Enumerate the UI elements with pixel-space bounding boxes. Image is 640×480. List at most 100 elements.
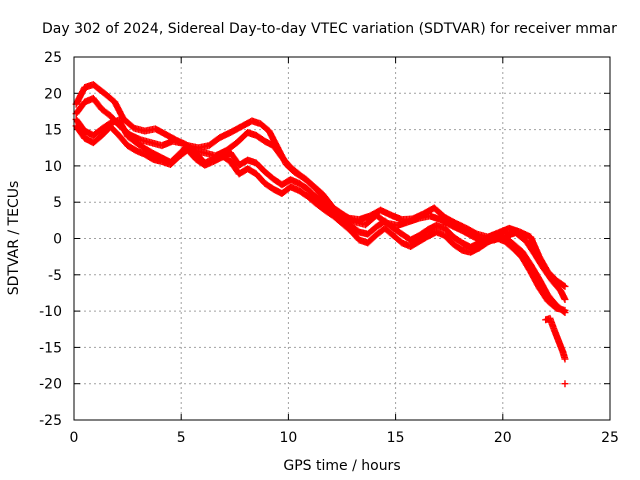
data-point-marker <box>72 85 88 108</box>
chart-title: Day 302 of 2024, Sidereal Day-to-day VTE… <box>42 21 617 37</box>
series-track-d <box>72 115 569 314</box>
y-tick-label: -25 <box>39 413 62 429</box>
y-tick-label: -5 <box>48 268 62 284</box>
data-point-marker <box>257 120 272 134</box>
data-point-marker <box>72 122 88 141</box>
data-point-marker <box>561 282 569 290</box>
x-tick-label: 25 <box>601 430 619 446</box>
data-point-marker <box>295 179 310 192</box>
data-point-marker <box>308 181 326 197</box>
data-point-marker <box>407 238 422 250</box>
data-point-marker <box>261 179 276 192</box>
y-tick-label: 10 <box>44 159 62 175</box>
data-point-marker <box>527 268 543 291</box>
series-outlier <box>561 380 569 388</box>
data-point-marker <box>218 152 233 165</box>
data-point-marker <box>561 355 569 363</box>
data-point-marker <box>561 306 569 314</box>
x-tick-label: 15 <box>387 430 405 446</box>
data-point-marker <box>441 232 456 247</box>
data-point-marker <box>124 132 139 146</box>
data-point-marker <box>184 146 199 162</box>
data-point-marker <box>269 142 285 160</box>
x-tick-label: 20 <box>494 430 512 446</box>
data-point-marker <box>304 185 319 201</box>
data-point-marker <box>287 163 304 179</box>
data-point-marker <box>338 213 354 228</box>
data-point-marker <box>449 240 465 253</box>
data-point-marker <box>364 224 379 238</box>
data-point-marker <box>89 126 105 139</box>
data-point-marker <box>227 158 242 177</box>
y-tick-label: -20 <box>39 377 62 393</box>
data-point-marker <box>441 213 458 227</box>
data-point-marker <box>321 206 336 219</box>
y-tick-label: 15 <box>44 123 62 139</box>
data-point-marker <box>501 233 516 247</box>
data-point-marker <box>415 227 431 240</box>
data-point-marker <box>430 204 448 220</box>
data-point-marker <box>535 275 551 298</box>
y-axis-label: SDTVAR / TECUs <box>6 181 22 296</box>
data-point-marker <box>510 245 525 260</box>
data-point-marker <box>531 250 547 271</box>
data-point-marker <box>89 81 103 93</box>
x-tick-label: 10 <box>279 430 297 446</box>
y-tick-label: 0 <box>53 232 62 248</box>
data-point-marker <box>561 295 569 303</box>
data-point-marker <box>252 159 268 175</box>
data-point-marker <box>415 233 431 245</box>
data-point-marker <box>261 168 276 182</box>
data-point-marker <box>227 149 242 168</box>
data-point-marker <box>106 123 122 138</box>
data-point-marker <box>295 187 310 200</box>
data-point-marker <box>437 216 454 229</box>
data-point-marker <box>512 229 529 244</box>
data-point-marker <box>381 217 396 231</box>
data-point-marker <box>561 380 569 388</box>
data-point-marker <box>338 219 354 234</box>
data-point-marker <box>141 150 156 163</box>
data-point-marker <box>347 221 362 235</box>
data-point-marker <box>141 144 156 157</box>
y-tick-label: -10 <box>39 304 62 320</box>
data-point-marker <box>102 91 118 105</box>
data-point-marker <box>458 227 475 240</box>
data-point-marker <box>312 200 328 213</box>
y-tick-label: 20 <box>44 86 62 102</box>
data-point-marker <box>98 105 113 119</box>
data-point-marker <box>96 86 109 98</box>
series-late-tail <box>542 314 569 363</box>
data-point-marker <box>278 153 294 170</box>
data-point-marker <box>381 224 396 239</box>
data-point-marker <box>166 151 182 166</box>
data-point-marker <box>540 264 555 283</box>
data-point-marker <box>115 116 131 139</box>
data-point-marker <box>244 165 259 177</box>
data-point-marker <box>475 235 491 247</box>
data-point-marker <box>389 232 405 246</box>
data-point-marker <box>252 170 268 186</box>
y-tick-label: 25 <box>44 50 62 66</box>
data-point-marker <box>115 131 131 148</box>
data-point-marker <box>72 99 88 118</box>
axis-ticks: 0 5 10 15 20 25 25 20 15 10 5 0 -5 -10 -15 -20 -25 <box>39 50 619 446</box>
data-point-marker <box>205 134 223 150</box>
data-point-marker <box>304 192 319 207</box>
data-point-marker <box>111 98 127 121</box>
data-point-marker <box>364 232 379 247</box>
data-point-marker <box>522 237 538 257</box>
data-point-marker <box>98 120 113 133</box>
data-point-marker <box>535 284 551 304</box>
x-tick-label: 5 <box>177 430 186 446</box>
data-point-marker <box>340 211 358 225</box>
y-tick-label: 5 <box>53 195 62 211</box>
data-point-marker <box>72 115 88 134</box>
data-point-marker <box>552 277 568 290</box>
x-tick-label: 0 <box>70 430 79 446</box>
data-point-marker <box>119 115 137 131</box>
plot-frame <box>73 56 611 421</box>
x-axis-label: GPS time / hours <box>283 458 400 474</box>
